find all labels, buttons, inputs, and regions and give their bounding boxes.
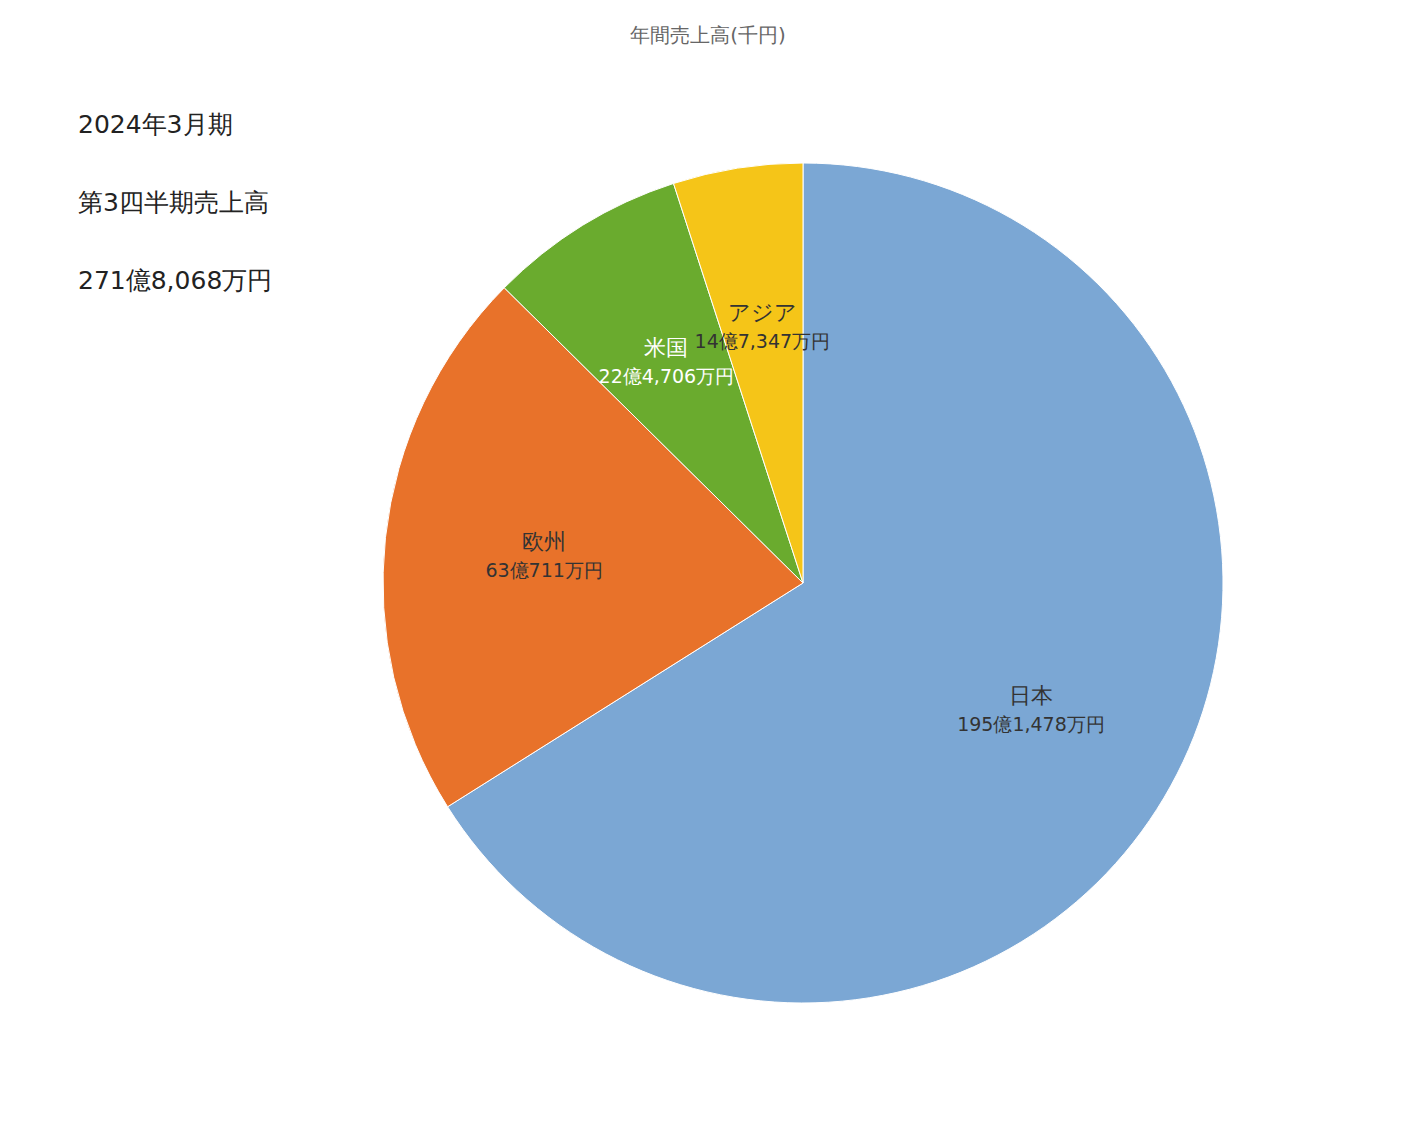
svg-text:63億711万円: 63億711万円 [485, 559, 602, 581]
svg-text:米国: 米国 [644, 335, 688, 360]
html-text:年間売上高(千円): 年間売上高(千円) [630, 23, 786, 47]
svg-text:195億1,478万円: 195億1,478万円 [957, 713, 1105, 735]
svg-text:日本: 日本 [1009, 683, 1053, 708]
svg-text:欧州: 欧州 [522, 529, 566, 554]
html-text:2024年3月期: 2024年3月期 [78, 110, 233, 139]
svg-text:22億4,706万円: 22億4,706万円 [599, 365, 735, 387]
html-text:271億8,068万円: 271億8,068万円 [78, 266, 273, 295]
svg-text:14億7,347万円: 14億7,347万円 [695, 330, 831, 352]
html-text:第3四半期売上高: 第3四半期売上高 [78, 188, 269, 217]
svg-text:アジア: アジア [728, 300, 797, 325]
